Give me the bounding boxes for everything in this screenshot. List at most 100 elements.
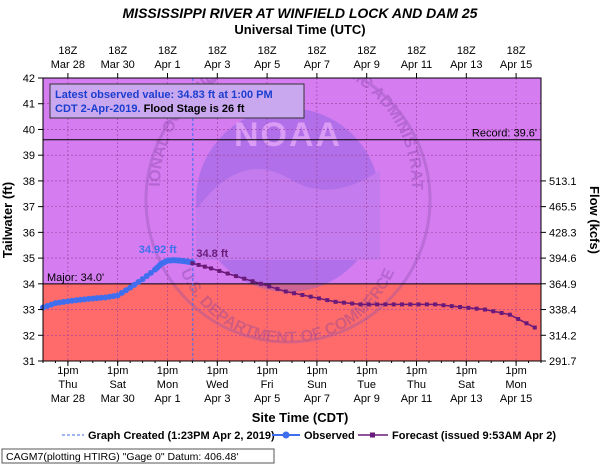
- forecast-point: [350, 301, 355, 306]
- forecast-point: [375, 302, 380, 307]
- record-label: Record: 39.6': [472, 128, 537, 140]
- forecast-point: [209, 266, 214, 271]
- forecast-point: [258, 281, 263, 286]
- forecast-point: [217, 268, 222, 273]
- top-tick-label: Apr 7: [304, 59, 330, 71]
- x-tick-label: 1pm: [207, 365, 228, 377]
- forecast-point: [275, 286, 280, 291]
- legend-observed: Observed: [304, 430, 355, 442]
- y-tick-label: 33: [23, 305, 35, 317]
- forecast-point: [333, 299, 338, 304]
- top-tick-label: Apr 5: [254, 59, 280, 71]
- observed-point: [139, 276, 146, 283]
- axes-layer: 31 32 33 34 35 36 37 38 39 40 41 42 291.7 314.2 338.4 3…: [23, 45, 577, 405]
- forecast-point: [474, 306, 479, 311]
- top-tick-label: 18Z: [307, 45, 326, 57]
- forecast-point: [516, 316, 521, 321]
- y-tick-label: 35: [23, 253, 35, 265]
- forecast-peak-label: 34.8 ft: [196, 248, 228, 260]
- x-tick-label: Sun: [307, 379, 327, 391]
- x-tick-label: 1pm: [356, 365, 377, 377]
- forecast-point: [524, 321, 529, 326]
- forecast-point: [242, 276, 247, 281]
- top-axis-title: Universal Time (UTC): [234, 22, 365, 37]
- observed-point: [147, 269, 154, 276]
- top-tick-label: Apr 3: [204, 59, 230, 71]
- x-tick-label: 1pm: [456, 365, 477, 377]
- forecast-point: [250, 279, 255, 284]
- major-flood-label: Major: 34.0': [47, 272, 104, 284]
- x-tick-label: Wed: [206, 379, 228, 391]
- flood-stage-text: Flood Stage is 26 ft: [144, 103, 245, 115]
- x-tick-label: Apr 3: [204, 393, 230, 405]
- top-tick-label: 18Z: [158, 45, 177, 57]
- x-tick-label: Apr 11: [401, 393, 433, 405]
- forecast-point: [507, 312, 512, 317]
- top-tick-label: 18Z: [357, 45, 376, 57]
- x-tick-label: 1pm: [256, 365, 277, 377]
- y2-tick-label: 513.1: [549, 176, 577, 188]
- x-tick-label: 1pm: [57, 365, 78, 377]
- x-tick-label: Apr 1: [154, 393, 180, 405]
- forecast-point: [366, 302, 371, 307]
- y2-tick-label: 394.6: [549, 253, 577, 265]
- forecast-point: [424, 302, 429, 307]
- top-tick-label: Apr 11: [401, 59, 433, 71]
- y-tick-label: 37: [23, 202, 35, 214]
- top-tick-label: Mar 30: [101, 59, 135, 71]
- footer-datum-text: CAGM7(plotting HTIRG) "Gage 0" Datum: 40…: [6, 451, 238, 463]
- top-tick-label: Mar 28: [51, 59, 85, 71]
- top-tick-label: Apr 13: [450, 59, 482, 71]
- x-tick-label: Apr 9: [354, 393, 380, 405]
- x-tick-label: Sat: [458, 379, 475, 391]
- y-tick-label: 42: [23, 73, 35, 85]
- chart-title: MISSISSIPPI RIVER AT WINFIELD LOCK AND D…: [123, 5, 478, 21]
- x-tick-label: Fri: [261, 379, 274, 391]
- y-tick-label: 31: [23, 356, 35, 368]
- forecast-point: [532, 325, 537, 330]
- top-tick-label: 18Z: [58, 45, 77, 57]
- forecast-point: [202, 264, 207, 269]
- x-tick-label: Mar 28: [51, 393, 85, 405]
- legend: Graph Created (1:23PM Apr 2, 2019) Obser…: [62, 430, 556, 442]
- forecast-point: [358, 302, 363, 307]
- x-tick-label: Apr 7: [304, 393, 330, 405]
- y2-tick-label: 428.3: [549, 227, 577, 239]
- y-tick-label: 32: [23, 330, 35, 342]
- forecast-point: [383, 302, 388, 307]
- forecast-point: [466, 305, 471, 310]
- forecast-point: [449, 304, 454, 309]
- y-tick-label: 41: [23, 99, 35, 111]
- legend-forecast: Forecast (issued 9:53AM Apr 2): [392, 430, 556, 442]
- observed-point: [143, 273, 150, 280]
- x-tick-label: Mon: [505, 379, 526, 391]
- top-tick-label: 18Z: [108, 45, 127, 57]
- y-tick-label: 34: [23, 279, 35, 291]
- x-tick-label: 1pm: [505, 365, 526, 377]
- x-tick-label: Tue: [357, 379, 376, 391]
- forecast-point: [491, 309, 496, 314]
- observed-peak-label: 34.92 ft: [139, 244, 177, 256]
- x-tick-label: Mar 30: [101, 393, 135, 405]
- y2-tick-label: 338.4: [549, 305, 577, 317]
- x-tick-label: 1pm: [157, 365, 178, 377]
- svg-text:CDT 2-Apr-2019. Flood Stage is: CDT 2-Apr-2019. Flood Stage is 26 ft: [55, 103, 245, 115]
- top-tick-label: 18Z: [457, 45, 476, 57]
- forecast-point: [325, 298, 330, 303]
- y2-tick-label: 465.5: [549, 202, 577, 214]
- top-tick-label: Apr 15: [500, 59, 532, 71]
- forecast-point: [190, 261, 195, 266]
- forecast-point: [283, 289, 288, 294]
- forecast-point: [196, 262, 201, 267]
- footer-box: [1, 448, 275, 464]
- latest-observed-date: CDT 2-Apr-2019.: [55, 103, 144, 115]
- x-tick-label: 1pm: [107, 365, 128, 377]
- x-tick-label: Apr 13: [450, 393, 482, 405]
- y2-axis-title: Flow (kcfs): [587, 186, 600, 254]
- series-layer: [40, 257, 537, 330]
- forecast-point: [391, 302, 396, 307]
- y-tick-label: 38: [23, 176, 35, 188]
- major-flood-band: [43, 283, 541, 361]
- forecast-point: [225, 271, 230, 276]
